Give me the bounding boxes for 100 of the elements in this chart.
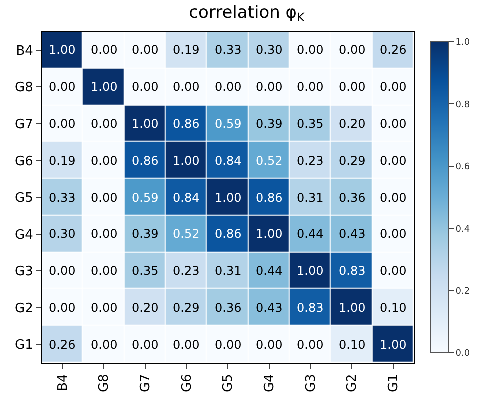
- data-label: 0.00: [49, 264, 76, 278]
- data-label: 0.00: [215, 338, 242, 352]
- data-label: 0.10: [380, 301, 407, 315]
- data-label: 0.52: [256, 154, 283, 168]
- data-label: 0.59: [132, 191, 159, 205]
- data-label: 0.00: [49, 117, 76, 131]
- data-label: 0.31: [297, 191, 324, 205]
- color-bar-label: 0.2: [456, 286, 470, 297]
- data-label: 1.00: [339, 301, 366, 315]
- data-label: 0.30: [256, 43, 283, 57]
- x-tick-label: B4: [56, 374, 71, 392]
- data-label: 0.00: [91, 117, 118, 131]
- data-label: 0.00: [91, 338, 118, 352]
- data-label: 0.43: [256, 301, 283, 315]
- data-label: 0.84: [215, 154, 242, 168]
- color-bar-label: 0.6: [456, 162, 470, 173]
- data-label: 0.00: [91, 227, 118, 241]
- color-bar-label: 1.0: [456, 38, 470, 48]
- data-label: 1.00: [49, 43, 76, 57]
- data-label: 0.00: [91, 43, 118, 57]
- data-label: 0.43: [339, 227, 366, 241]
- color-bar-label: 0.0: [456, 349, 470, 360]
- x-tick-label: G2: [345, 374, 360, 393]
- data-label: 0.00: [256, 338, 283, 352]
- data-label: 0.31: [215, 264, 242, 278]
- data-label: 0.00: [173, 80, 200, 94]
- data-label: 0.00: [49, 301, 76, 315]
- data-label: 0.29: [339, 154, 366, 168]
- data-label: 1.00: [132, 117, 159, 131]
- data-label: 0.86: [215, 227, 242, 241]
- color-bar-label: 0.8: [456, 100, 470, 110]
- y-tick-label: G1: [15, 338, 34, 354]
- data-label: 0.23: [297, 154, 324, 168]
- data-label: 0.00: [297, 80, 324, 94]
- data-label: 0.00: [132, 80, 159, 94]
- data-label: 0.00: [256, 80, 283, 94]
- data-label: 0.83: [339, 264, 366, 278]
- data-label: 0.20: [339, 117, 366, 131]
- data-label: 0.19: [173, 43, 200, 57]
- data-label: 0.23: [173, 264, 200, 278]
- x-tick-label: G8: [97, 374, 112, 393]
- y-tick-label: G2: [15, 301, 34, 316]
- data-label: 0.00: [91, 191, 118, 205]
- data-label: 0.30: [49, 227, 76, 241]
- data-label: 0.86: [256, 191, 283, 205]
- data-label: 0.20: [132, 301, 159, 315]
- data-label: 0.44: [256, 264, 283, 278]
- data-label: 1.00: [173, 154, 200, 168]
- data-label: 0.26: [380, 43, 407, 57]
- data-label: 0.00: [173, 338, 200, 352]
- data-label: 0.86: [173, 117, 200, 131]
- data-label: 0.00: [132, 43, 159, 57]
- data-label: 0.10: [339, 338, 366, 352]
- data-label: 0.33: [215, 43, 242, 57]
- data-label: 0.39: [256, 117, 283, 131]
- data-label: 0.00: [49, 80, 76, 94]
- data-label: 0.00: [380, 191, 407, 205]
- data-label: 0.52: [173, 227, 200, 241]
- data-label: 0.00: [380, 117, 407, 131]
- data-label: 0.00: [380, 154, 407, 168]
- y-tick-label: G6: [15, 154, 34, 170]
- data-label: 0.39: [132, 227, 159, 241]
- y-tick-label: B4: [16, 44, 34, 59]
- data-label: 0.29: [173, 301, 200, 315]
- color-bar-label: 0.4: [456, 224, 470, 235]
- y-tick-label: G8: [15, 80, 34, 96]
- data-label: 1.00: [215, 191, 242, 205]
- chart-title: correlation φ$_{K}$: [189, 2, 306, 25]
- x-tick-label: G1: [386, 374, 402, 393]
- data-label: 0.86: [132, 154, 159, 168]
- x-tick-label: G3: [304, 374, 319, 393]
- data-label: 0.00: [91, 154, 118, 168]
- data-label: 0.00: [380, 264, 407, 278]
- x-tick-label: G7: [138, 374, 154, 393]
- data-label: 0.00: [91, 301, 118, 315]
- data-label: 0.84: [173, 191, 200, 205]
- data-label: 0.19: [49, 154, 76, 168]
- data-label: 0.36: [339, 191, 366, 205]
- data-label: 1.00: [380, 338, 407, 352]
- data-label: 0.44: [297, 227, 324, 241]
- data-label: 0.33: [49, 191, 76, 205]
- data-label: 0.35: [132, 264, 159, 278]
- y-tick-label: G4: [15, 228, 34, 243]
- data-label: 0.36: [215, 301, 242, 315]
- data-label: 0.59: [215, 117, 242, 131]
- data-label: 0.00: [215, 80, 242, 94]
- x-tick-label: G5: [221, 374, 236, 393]
- x-tick-label: G6: [180, 374, 195, 393]
- data-label: 0.35: [297, 117, 324, 131]
- data-label: 0.00: [91, 264, 118, 278]
- data-label: 0.00: [297, 43, 324, 57]
- data-label: 0.00: [339, 43, 366, 57]
- data-label: 1.00: [91, 80, 118, 94]
- data-label: 0.00: [132, 338, 159, 352]
- x-tick-label: G4: [262, 374, 278, 393]
- data-label: 0.83: [297, 301, 324, 315]
- data-label: 0.26: [49, 338, 76, 352]
- data-label: 0.00: [380, 227, 407, 241]
- y-tick-label: G3: [15, 264, 34, 280]
- data-label: 0.00: [339, 80, 366, 94]
